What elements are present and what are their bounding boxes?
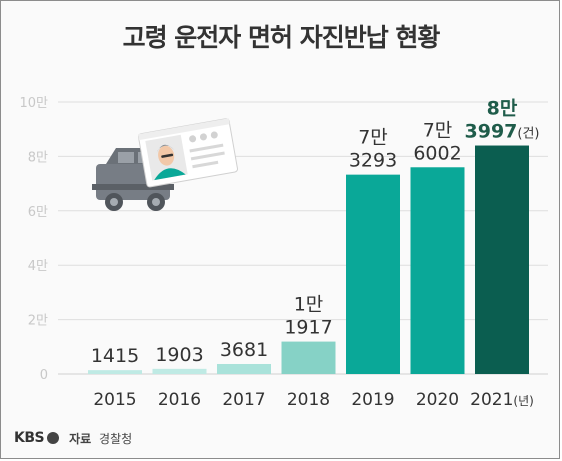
data-label: 1만 [294,294,324,316]
data-label: 3293 [349,150,397,172]
license-card-icon [137,118,238,188]
driver-portrait-icon [145,134,188,181]
kbs-logo-mark-icon [47,432,60,444]
bar [410,167,465,374]
chart-title: 고령 운전자 면허 자진반납 현황 [122,23,441,52]
y-tick-label: 4만 [28,259,48,274]
footer: KBS 자료 경찰청 [14,427,132,449]
data-label: 1903 [155,344,203,366]
x-tick-label: 2016 [158,390,201,410]
data-label: 3997(건) [465,121,540,143]
data-label: 1917 [284,317,332,339]
data-label: 3681 [220,339,268,361]
x-tick-label: 2020 [416,390,459,410]
license-illustration [92,118,238,211]
source-label: 자료 [69,431,92,446]
bar [152,368,207,374]
source-note: 자료 경찰청 [69,430,132,447]
kbs-logo-text: KBS [14,430,45,446]
y-tick-label: 10만 [19,96,48,111]
bar [346,174,400,374]
data-label: 6002 [413,142,461,164]
x-tick-label: 2018 [287,390,330,410]
kbs-logo: KBS [14,430,60,446]
source-value: 경찰청 [99,431,133,446]
x-tick-label: 2017 [222,390,265,410]
y-tick-label: 2만 [28,314,48,329]
bar [217,363,271,374]
y-tick-label: 0 [40,368,48,383]
bar [281,341,336,374]
data-label: 7만 [358,127,388,149]
data-label: 8만 [487,98,518,120]
data-label: 1415 [91,345,139,367]
y-tick-label: 8만 [28,150,48,165]
x-tick-label: 2019 [351,390,394,410]
data-label: 7만 [423,119,453,141]
bar [88,370,142,374]
y-tick-label: 6만 [28,205,48,220]
bar [475,145,529,374]
x-tick-label: 2015 [93,390,136,410]
x-tick-label: 2021(년) [470,390,534,410]
